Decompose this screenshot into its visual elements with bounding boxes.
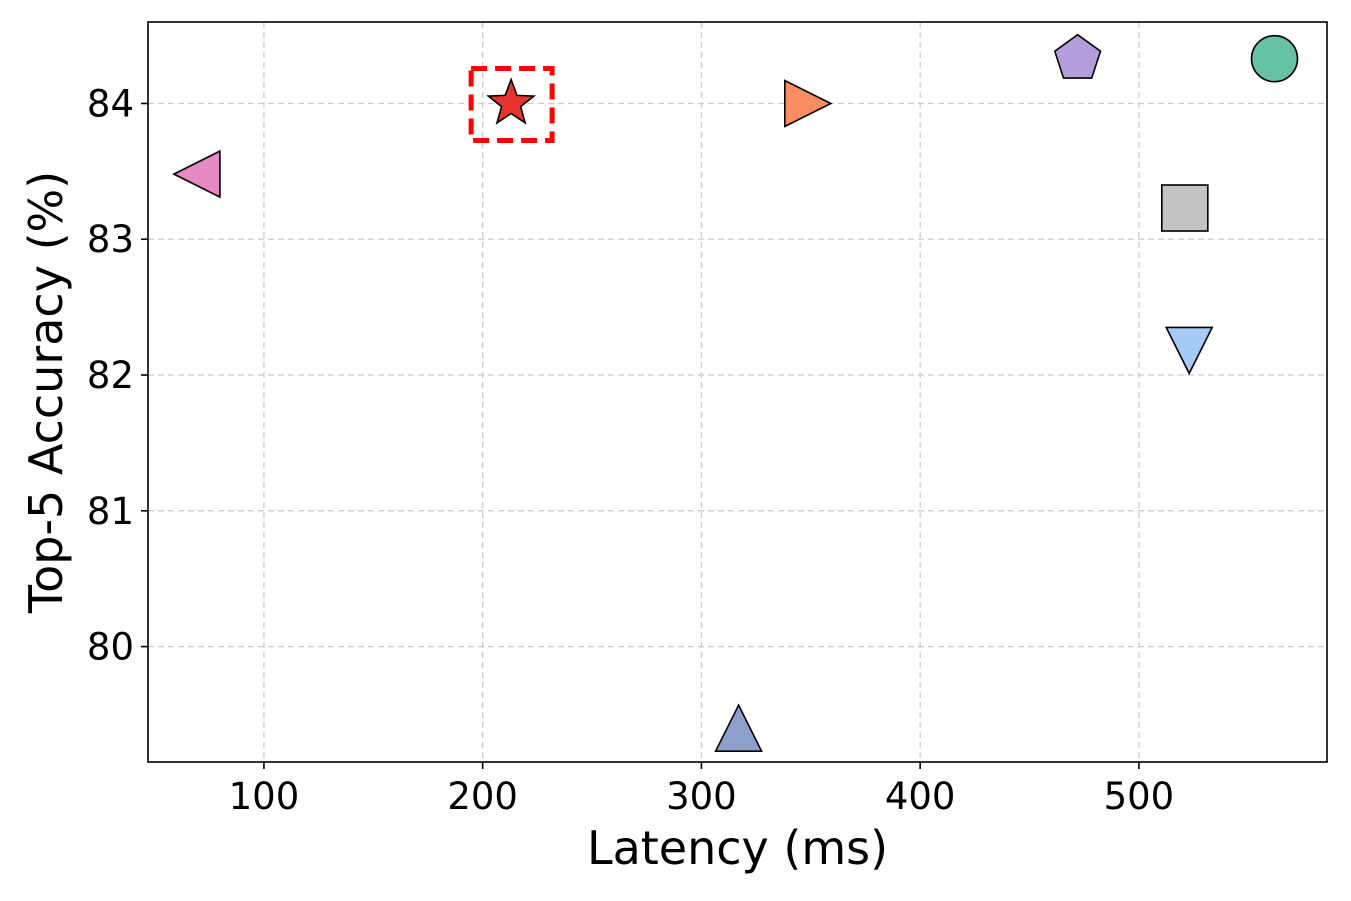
star-marker xyxy=(486,77,537,125)
y-tick-label: 83 xyxy=(87,218,134,261)
data-points xyxy=(172,33,1299,753)
pentagon-marker xyxy=(1053,33,1102,79)
y-axis-title: Top-5 Accuracy (%) xyxy=(19,171,73,614)
x-tick-label: 200 xyxy=(447,775,518,818)
triangle-down-marker xyxy=(1164,326,1214,376)
x-axis-title: Latency (ms) xyxy=(587,821,888,875)
x-tick-label: 500 xyxy=(1104,775,1175,818)
plot-frame xyxy=(147,21,1328,763)
x-tick-label: 100 xyxy=(229,775,300,818)
triangle-right-marker xyxy=(783,79,833,128)
highlight-layer xyxy=(468,65,555,143)
grid xyxy=(148,22,1327,762)
x-tick-label: 300 xyxy=(666,775,737,818)
square-marker xyxy=(1161,184,1209,232)
axis-ticks: 100 200 300 400 500 80 81 82 83 84 xyxy=(87,82,1174,818)
triangle-up-marker xyxy=(714,703,763,753)
y-tick-label: 84 xyxy=(87,82,134,125)
y-tick-label: 81 xyxy=(87,490,134,533)
y-tick-label: 80 xyxy=(87,626,134,669)
circle-marker xyxy=(1250,34,1299,83)
triangle-left-marker xyxy=(172,149,221,199)
x-tick-label: 400 xyxy=(885,775,956,818)
highlight-box xyxy=(468,65,555,143)
y-tick-label: 82 xyxy=(87,354,134,397)
